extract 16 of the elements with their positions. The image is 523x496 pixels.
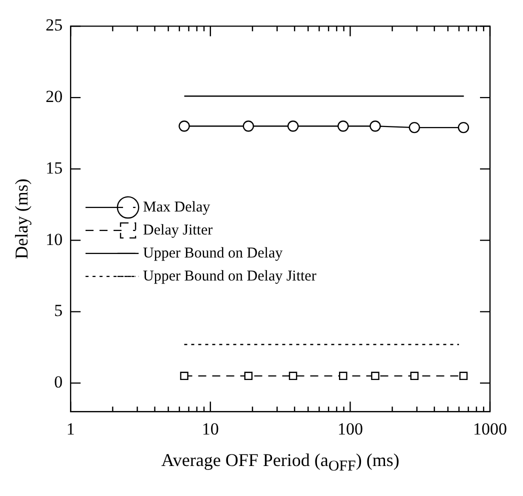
legend-label: Upper Bound on Delay Jitter [143,268,316,284]
x-tick-label: 1 [66,419,75,438]
y-tick-label: 25 [46,16,63,35]
y-tick-label: 5 [54,301,63,320]
x-tick-label: 100 [337,419,363,438]
legend-label: Delay Jitter [143,222,213,238]
y-tick-label: 15 [46,158,63,178]
legend-label: Max Delay [143,199,211,216]
y-tick-label: 20 [46,87,63,106]
x-tick-label: 10 [202,419,219,438]
y-tick-label: 0 [54,372,63,392]
y-axis-title: Delay (ms) [12,178,32,260]
x-axis-title: Average OFF Period (a$_{OFF}$) (ms) [160,450,400,476]
y-tick-label: 10 [46,230,63,249]
legend-label: Upper Bound on Delay [143,245,284,262]
x-tick-label: 1000 [473,419,507,438]
